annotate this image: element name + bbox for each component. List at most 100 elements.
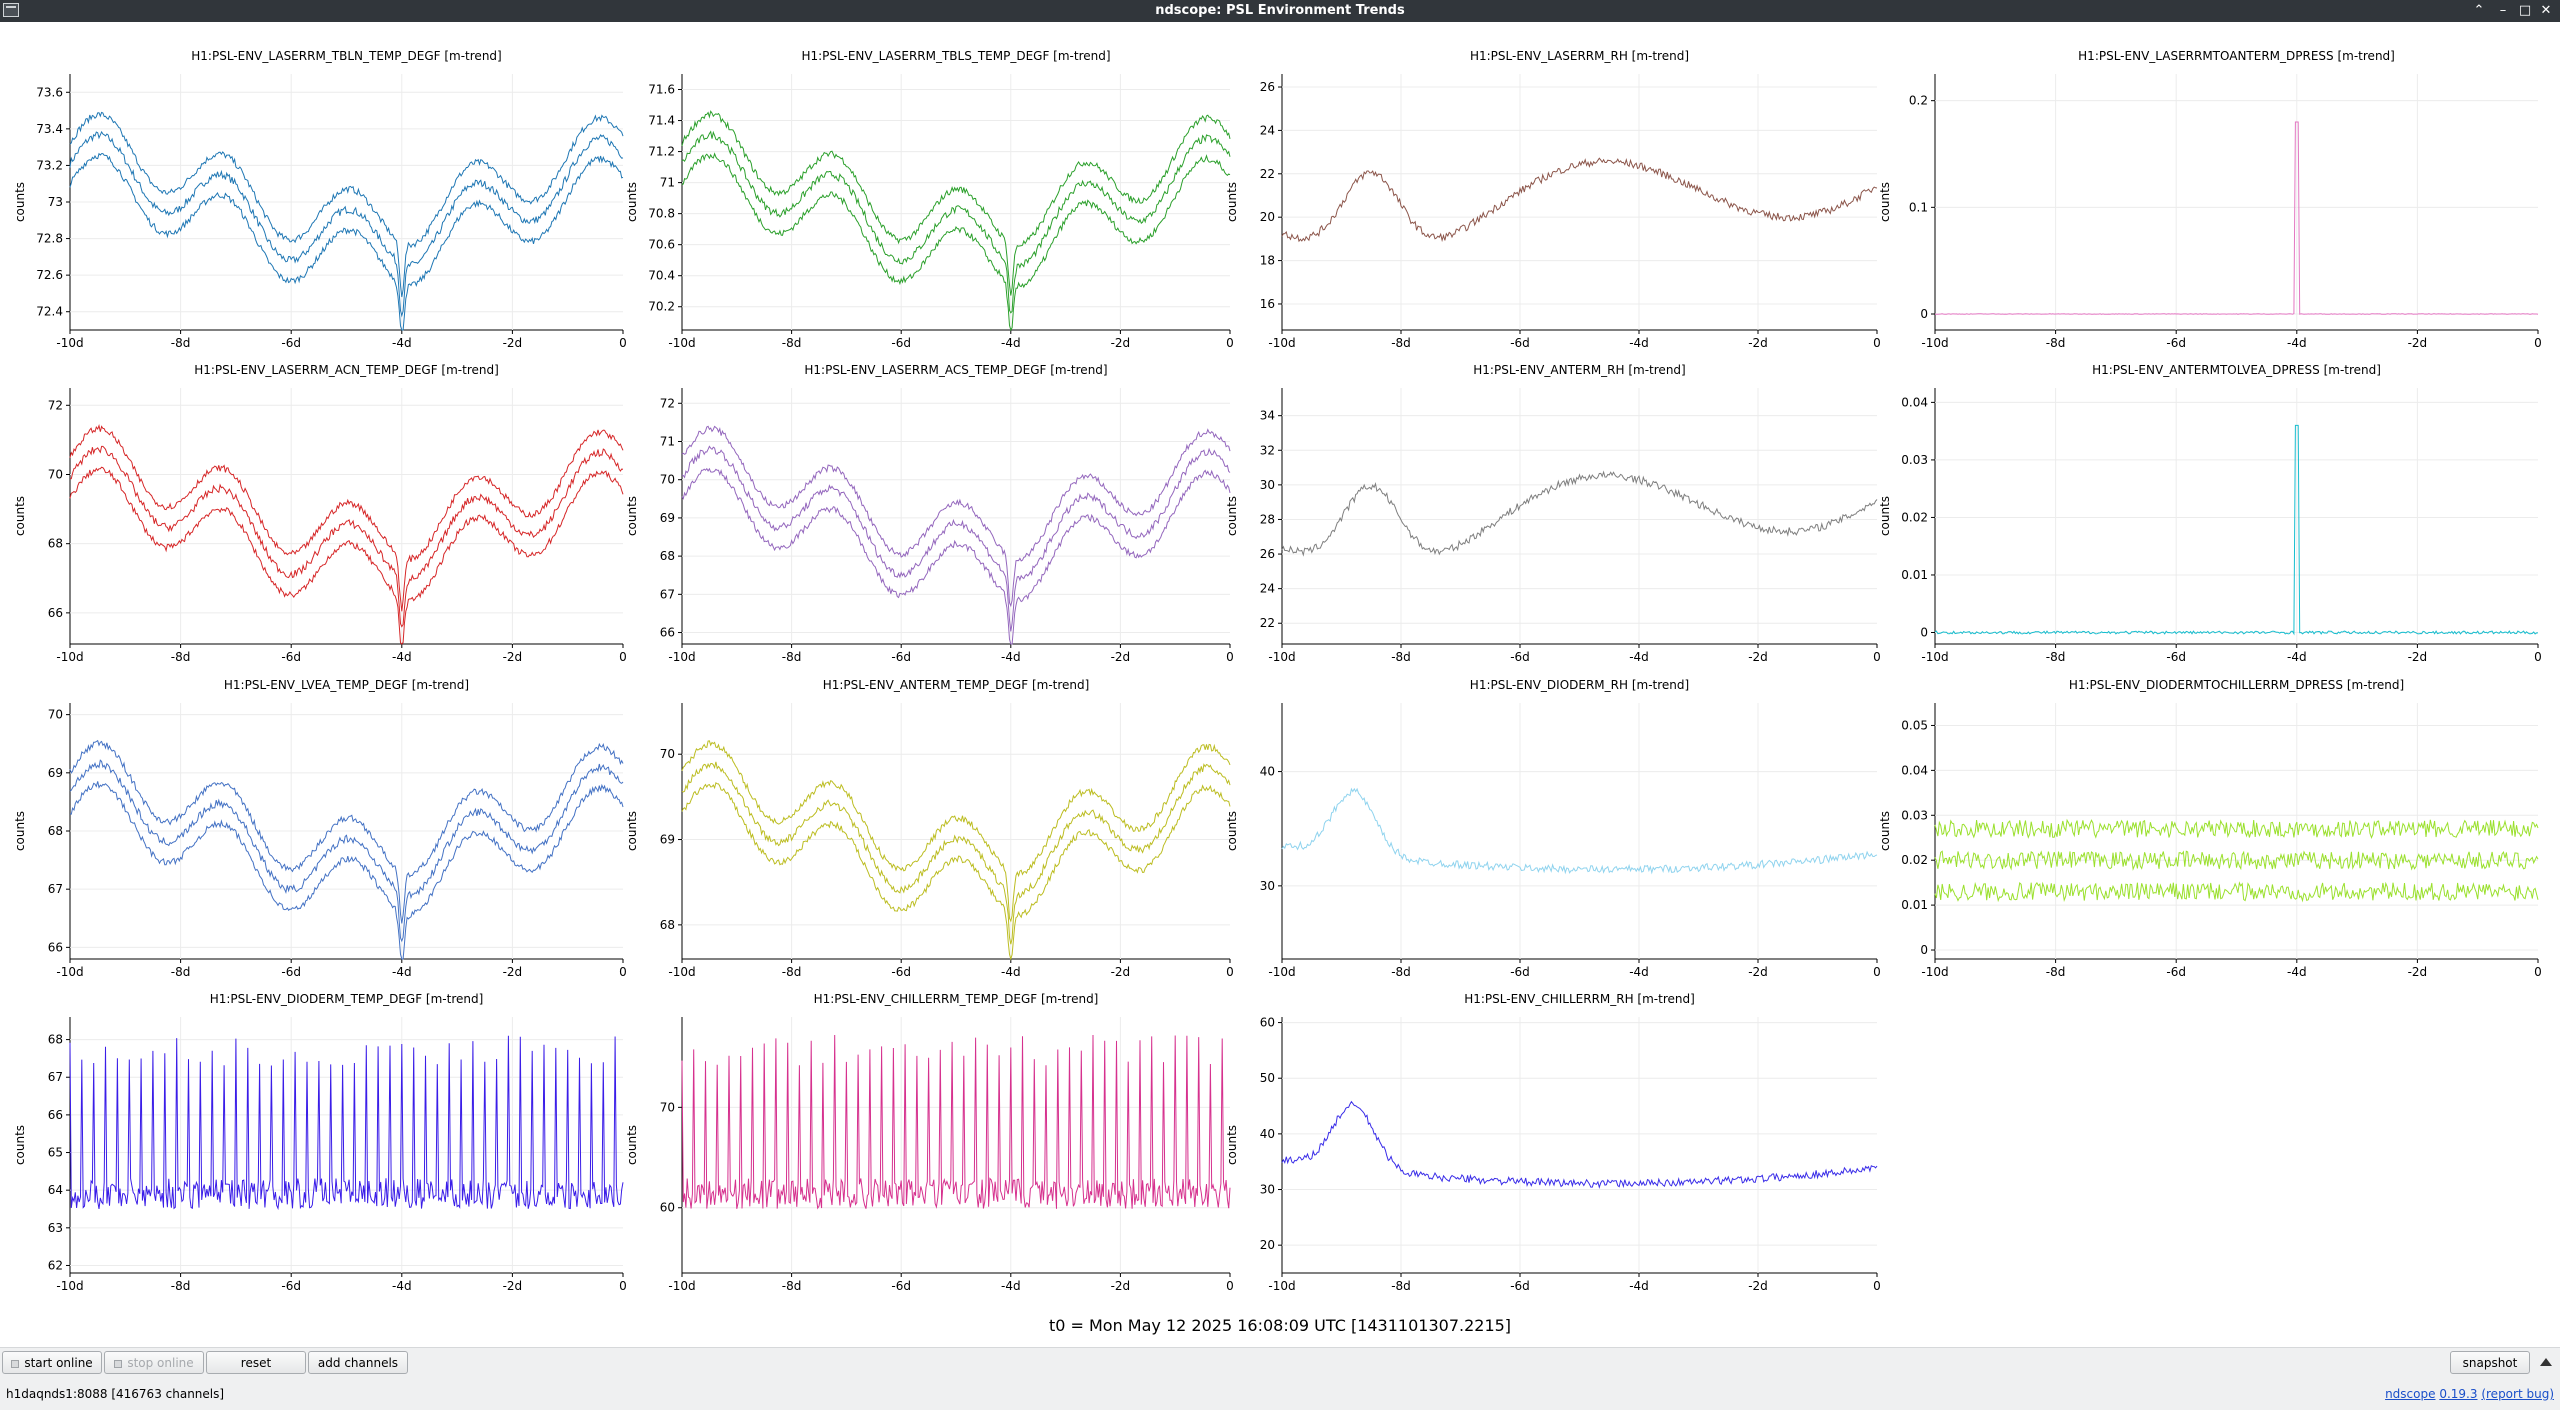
plot-5[interactable]: H1:PSL-ENV_LASERRM_ACN_TEMP_DEGF [m-tren…: [13, 363, 627, 664]
y-tick-label: 0.1: [1909, 200, 1928, 214]
trace-envelope: [69, 423, 624, 612]
y-tick-label: 0.01: [1901, 898, 1928, 912]
plot-12[interactable]: H1:PSL-ENV_DIODERMTOCHILLERRM_DPRESS [m-…: [1878, 678, 2542, 979]
plot-area[interactable]: [682, 74, 1230, 330]
y-axis-label: counts: [13, 1125, 27, 1165]
plot-area[interactable]: [1282, 388, 1877, 644]
add-channels-button[interactable]: add channels: [308, 1351, 408, 1374]
x-tick-label: -2d: [2408, 650, 2428, 664]
plot-7[interactable]: H1:PSL-ENV_ANTERM_RH [m-trend] counts 22 24…: [1225, 363, 1881, 664]
plot-11[interactable]: H1:PSL-ENV_DIODERM_RH [m-trend] counts 30 4…: [1225, 678, 1881, 979]
y-tick-label: 73.6: [36, 85, 63, 99]
y-tick-label: 69: [660, 833, 675, 847]
plot-title: H1:PSL-ENV_LASERRM_TBLN_TEMP_DEGF [m-tre…: [191, 49, 501, 63]
x-tick-label: -2d: [503, 336, 523, 350]
collapse-arrow-icon[interactable]: [2540, 1358, 2552, 1366]
x-tick-label: -4d: [2287, 650, 2307, 664]
y-tick-label: 24: [1260, 123, 1275, 137]
plot-2[interactable]: H1:PSL-ENV_LASERRM_TBLS_TEMP_DEGF [m-tre…: [625, 49, 1234, 350]
trace-line: [1281, 470, 1878, 557]
control-bar: start online stop online reset add chann…: [0, 1347, 2560, 1410]
plot-area[interactable]: [1282, 74, 1877, 330]
trace-envelope: [1934, 818, 2539, 839]
ndscope-link[interactable]: ndscope: [2385, 1387, 2436, 1401]
x-tick-label: -6d: [891, 965, 911, 979]
minimize-icon[interactable]: –: [2499, 3, 2507, 18]
trace-line: [681, 130, 1231, 314]
plot-grid[interactable]: H1:PSL-ENV_LASERRM_TBLN_TEMP_DEGF [m-tre…: [0, 22, 2560, 1322]
plot-3[interactable]: H1:PSL-ENV_LASERRM_RH [m-trend] counts 16 1…: [1225, 49, 1881, 350]
y-axis-label: counts: [1878, 496, 1892, 536]
x-tick-label: -2d: [1748, 336, 1768, 350]
y-tick-label: 67: [48, 882, 63, 896]
plot-9[interactable]: H1:PSL-ENV_LVEA_TEMP_DEGF [m-trend] count…: [13, 678, 627, 979]
plot-4[interactable]: H1:PSL-ENV_LASERRMTOANTERM_DPRESS [m-tre…: [1878, 49, 2542, 350]
x-tick-label: -10d: [1268, 965, 1295, 979]
y-tick-label: 71: [660, 176, 675, 190]
trace-envelope: [681, 781, 1231, 961]
plot-8[interactable]: H1:PSL-ENV_ANTERMTOLVEA_DPRESS [m-trend]…: [1878, 363, 2542, 664]
version-link[interactable]: 0.19.3: [2439, 1387, 2478, 1401]
x-tick-label: -6d: [891, 650, 911, 664]
x-tick-label: -2d: [1111, 1279, 1131, 1293]
app-icon[interactable]: [3, 3, 19, 17]
y-tick-label: 0.05: [1901, 718, 1928, 732]
y-tick-label: 66: [48, 606, 63, 620]
x-tick-label: -6d: [1510, 965, 1530, 979]
y-tick-label: 71.4: [648, 114, 675, 128]
x-tick-label: -8d: [2046, 650, 2066, 664]
y-tick-label: 66: [48, 1108, 63, 1122]
x-tick-label: -4d: [392, 1279, 412, 1293]
x-tick-label: -8d: [1391, 650, 1411, 664]
y-tick-label: 73.2: [36, 158, 63, 172]
plot-title: H1:PSL-ENV_DIODERM_TEMP_DEGF [m-trend]: [210, 992, 484, 1006]
x-tick-label: -4d: [1001, 1279, 1021, 1293]
plot-13[interactable]: H1:PSL-ENV_DIODERM_TEMP_DEGF [m-trend] co…: [13, 992, 627, 1293]
y-tick-label: 0: [1920, 625, 1928, 639]
x-tick-label: -6d: [2166, 965, 2186, 979]
x-tick-label: -4d: [392, 965, 412, 979]
plot-area[interactable]: [682, 388, 1230, 644]
plot-area[interactable]: [1935, 388, 2538, 644]
plot-canvas[interactable]: H1:PSL-ENV_LASERRM_TBLN_TEMP_DEGF [m-tre…: [0, 22, 2560, 1322]
plot-area[interactable]: [1282, 703, 1877, 959]
close-icon[interactable]: ✕: [2540, 3, 2552, 18]
start-online-button[interactable]: start online: [2, 1351, 102, 1374]
y-tick-label: 72: [48, 398, 63, 412]
y-tick-label: 60: [1260, 1016, 1275, 1030]
x-tick-label: -6d: [1510, 650, 1530, 664]
x-tick-label: -2d: [1111, 336, 1131, 350]
plot-6[interactable]: H1:PSL-ENV_LASERRM_ACS_TEMP_DEGF [m-tren…: [625, 363, 1234, 664]
plot-15[interactable]: H1:PSL-ENV_CHILLERRM_RH [m-trend] counts 2…: [1225, 992, 1881, 1293]
y-tick-label: 22: [1260, 616, 1275, 630]
report-bug-link[interactable]: (report bug): [2481, 1387, 2554, 1401]
y-tick-label: 0.04: [1901, 395, 1928, 409]
stop-online-button[interactable]: stop online: [104, 1351, 204, 1374]
reset-button[interactable]: reset: [206, 1351, 306, 1374]
plot-area[interactable]: [1282, 1017, 1877, 1273]
x-tick-label: -4d: [1001, 336, 1021, 350]
plot-10[interactable]: H1:PSL-ENV_ANTERM_TEMP_DEGF [m-trend] cou…: [625, 678, 1234, 979]
x-tick-label: 0: [619, 650, 627, 664]
plot-14[interactable]: H1:PSL-ENV_CHILLERRM_TEMP_DEGF [m-trend]…: [625, 992, 1234, 1293]
x-tick-label: -4d: [1629, 965, 1649, 979]
y-axis-label: counts: [625, 182, 639, 222]
snapshot-button[interactable]: snapshot: [2450, 1351, 2530, 1374]
x-tick-label: -6d: [281, 650, 301, 664]
window-title: ndscope: PSL Environment Trends: [1155, 3, 1405, 18]
y-tick-label: 71.6: [648, 83, 675, 97]
y-axis-label: counts: [625, 811, 639, 851]
y-tick-label: 71.2: [648, 145, 675, 159]
x-tick-label: -10d: [1921, 650, 1948, 664]
x-tick-label: -6d: [2166, 650, 2186, 664]
x-tick-label: -2d: [503, 965, 523, 979]
x-tick-label: 0: [2534, 965, 2542, 979]
x-tick-label: -2d: [503, 1279, 523, 1293]
y-tick-label: 69: [48, 766, 63, 780]
maximize-icon[interactable]: □: [2518, 3, 2532, 18]
plot-area[interactable]: [1935, 74, 2538, 330]
trace-envelope: [69, 111, 624, 298]
y-tick-label: 72.8: [36, 232, 63, 246]
minimize-arrow-icon[interactable]: ⌃: [2473, 3, 2485, 18]
plot-1[interactable]: H1:PSL-ENV_LASERRM_TBLN_TEMP_DEGF [m-tre…: [13, 49, 627, 350]
